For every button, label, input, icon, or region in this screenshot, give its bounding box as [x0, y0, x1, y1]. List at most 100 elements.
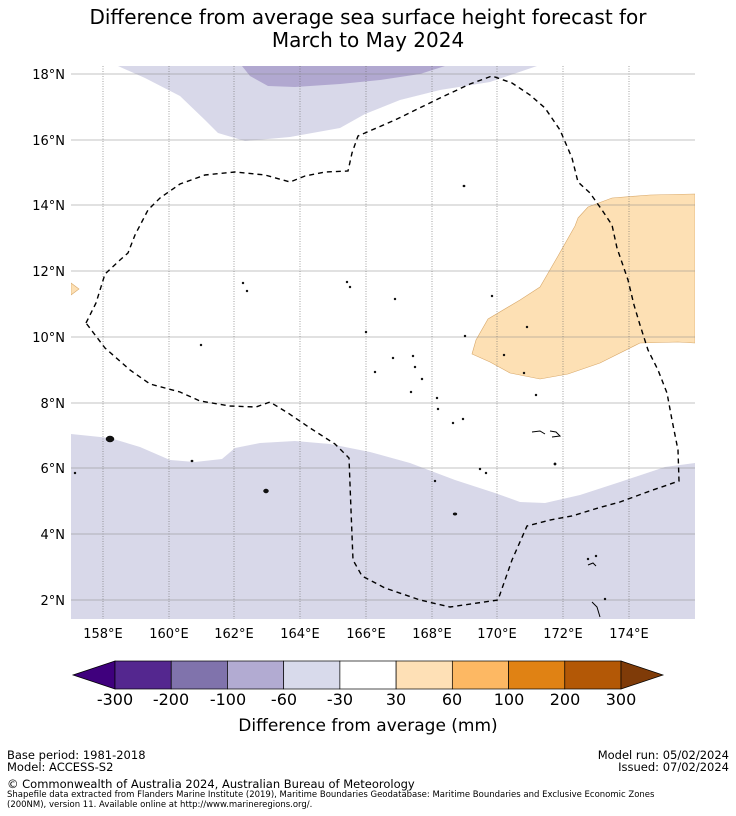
colorbar-segment — [170, 660, 228, 690]
colorbar-tick-labels: -300 -200 -100 -60 -30 30 60 100 200 300 — [0, 690, 736, 710]
island — [502, 353, 506, 357]
atoll — [587, 562, 597, 567]
lon-label: 164°E — [280, 627, 320, 642]
island — [241, 281, 245, 285]
lon-label: 170°E — [477, 627, 517, 642]
lon-label: 158°E — [83, 627, 123, 642]
colorbar — [71, 660, 665, 690]
island — [603, 597, 607, 601]
island — [461, 417, 465, 421]
island — [411, 354, 415, 358]
island — [436, 407, 440, 411]
negative-anomaly-north-mid — [242, 66, 445, 87]
lon-label: 168°E — [412, 627, 452, 642]
colorbar-tick: 300 — [605, 690, 637, 709]
copyright-notice: © Commonwealth of Australia 2024, Austra… — [7, 777, 415, 791]
island — [433, 479, 437, 483]
colorbar-tick: -30 — [326, 690, 354, 709]
negative-anomaly-south — [71, 434, 695, 619]
colorbar-segment — [227, 660, 285, 690]
source-citation-line-2: (200NM), version 11. Available online at… — [7, 800, 313, 810]
map-figure: 2°N 4°N 6°N 8°N 10°N 12°N 14°N 16°N 18°N… — [32, 66, 695, 690]
colorbar-tick: 200 — [549, 690, 581, 709]
colorbar-tick: -60 — [270, 690, 298, 709]
colorbar-extend-high — [620, 660, 665, 690]
latitude-labels: 2°N 4°N 6°N 8°N 10°N 12°N 14°N 16°N 18°N — [32, 68, 65, 609]
islands — [73, 184, 607, 601]
atoll — [591, 601, 601, 618]
island — [463, 334, 467, 338]
lat-label: 8°N — [41, 397, 66, 412]
map-title: Difference from average sea surface heig… — [0, 6, 736, 52]
issued-date: Issued: 07/02/2024 — [618, 760, 729, 774]
island — [451, 421, 455, 425]
lon-label: 160°E — [149, 627, 189, 642]
island — [462, 184, 466, 188]
island — [364, 330, 368, 334]
island — [393, 297, 397, 301]
colorbar-tick: 30 — [385, 690, 407, 709]
island — [534, 393, 538, 397]
colorbar-extend-low — [71, 660, 116, 690]
island — [413, 365, 417, 369]
lat-label: 18°N — [32, 68, 65, 83]
atoll — [549, 430, 562, 438]
island — [373, 370, 377, 374]
island — [484, 471, 488, 475]
latitude-gridlines — [71, 73, 695, 601]
longitude-gridlines — [102, 66, 630, 619]
model-name: Model: ACCESS-S2 — [7, 760, 114, 774]
island — [391, 356, 395, 360]
title-line-1: Difference from average sea surface heig… — [89, 5, 647, 29]
colorbar-tick: -300 — [96, 690, 134, 709]
lon-label: 162°E — [214, 627, 254, 642]
negative-anomaly-north-light — [118, 66, 537, 141]
island — [73, 471, 77, 475]
eez-boundary — [85, 75, 680, 608]
lon-label: 166°E — [346, 627, 386, 642]
title-line-2: March to May 2024 — [271, 28, 465, 52]
lat-label: 10°N — [32, 331, 65, 346]
colorbar-segment — [283, 660, 341, 690]
atolls — [531, 430, 601, 618]
island — [478, 467, 482, 471]
positive-anomaly-west-edge — [71, 282, 80, 296]
island — [586, 557, 590, 561]
colorbar-segment — [395, 660, 453, 690]
island — [345, 280, 349, 284]
lat-label: 14°N — [32, 199, 65, 214]
atoll — [531, 430, 546, 435]
colorbar-segment — [451, 660, 509, 690]
base-period: Base period: 1981-2018 — [7, 748, 146, 762]
island — [435, 396, 439, 400]
island — [490, 294, 494, 298]
island — [199, 343, 203, 347]
island — [420, 377, 424, 381]
colorbar-tick: -100 — [209, 690, 247, 709]
colorbar-tick: 60 — [441, 690, 463, 709]
colorbar-label: Difference from average (mm) — [238, 716, 498, 736]
island — [263, 488, 269, 494]
island — [522, 371, 526, 375]
map-area — [71, 66, 695, 619]
source-citation-line-1: Shapefile data extracted from Flanders M… — [7, 790, 655, 800]
lat-label: 12°N — [32, 265, 65, 280]
lon-label: 172°E — [543, 627, 583, 642]
island — [190, 459, 194, 463]
colorbar-segment — [564, 660, 622, 690]
island — [245, 289, 249, 293]
colorbar-tick: 100 — [493, 690, 525, 709]
island — [409, 390, 413, 394]
lat-label: 4°N — [41, 528, 66, 543]
lat-label: 6°N — [41, 462, 66, 477]
colorbar-segment — [114, 660, 172, 690]
model-run-date: Model run: 05/02/2024 — [597, 748, 729, 762]
lat-label: 2°N — [41, 594, 66, 609]
island — [105, 435, 115, 443]
colorbar-tick: -200 — [152, 690, 190, 709]
lon-label: 174°E — [609, 627, 649, 642]
lat-label: 16°N — [32, 134, 65, 149]
island — [348, 285, 352, 289]
island — [452, 512, 458, 516]
longitude-labels: 158°E 160°E 162°E 164°E 166°E 168°E 170°… — [83, 627, 649, 642]
